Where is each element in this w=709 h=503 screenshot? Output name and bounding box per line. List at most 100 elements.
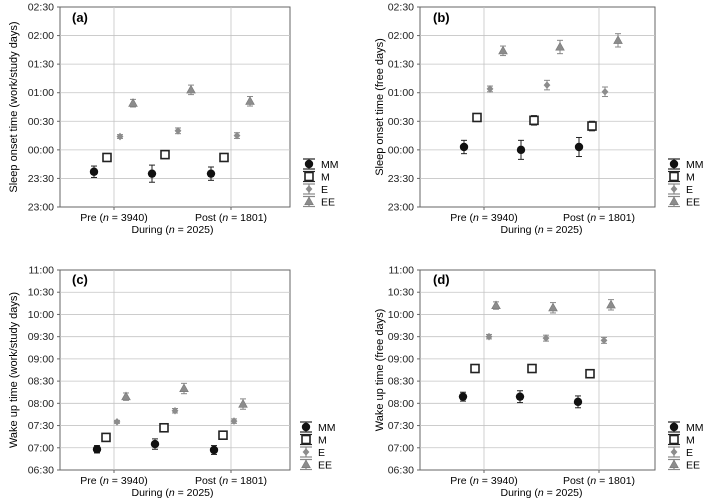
y-tick-label: 08:30 xyxy=(28,376,54,388)
x-group-label-text: Post ( xyxy=(195,475,223,487)
legend-label: MM xyxy=(686,422,704,434)
y-tick-label: 10:30 xyxy=(28,287,54,299)
y-tick-label: 00:30 xyxy=(388,116,414,128)
y-tick-label: 07:00 xyxy=(388,442,414,454)
point-mm xyxy=(669,159,679,169)
point-m xyxy=(159,422,169,433)
x-group-label-pre: Pre (n = 3940) xyxy=(450,475,517,487)
legend-label: EE xyxy=(321,197,335,209)
x-group-label-text: Post ( xyxy=(195,212,223,224)
legend-label: EE xyxy=(686,460,700,472)
point-mm xyxy=(147,169,157,178)
point-e xyxy=(485,332,493,341)
point-m xyxy=(585,368,595,379)
point-ee xyxy=(121,391,131,401)
point-e xyxy=(174,127,182,135)
point-ee xyxy=(669,196,679,205)
point-mm xyxy=(150,439,160,449)
point-ee xyxy=(669,459,679,468)
point-mm xyxy=(209,445,219,455)
point-ee xyxy=(186,84,196,94)
x-group-label-count: = 1801) xyxy=(596,475,635,487)
point-m xyxy=(470,363,480,374)
legend-label: MM xyxy=(321,159,339,171)
point-e xyxy=(542,334,550,342)
chart-panel-c: 11:00 10:30 10:00 09:30 09:00 08:30 08:00 07:30… xyxy=(8,265,336,500)
x-group-label-text: During ( xyxy=(500,224,538,236)
point-m xyxy=(102,152,112,163)
point-e xyxy=(601,87,609,96)
series-ee xyxy=(498,33,623,57)
series-mm xyxy=(458,390,583,409)
x-group-label-n: n xyxy=(103,475,109,487)
point-e xyxy=(171,406,179,415)
point-e xyxy=(116,132,124,141)
point-m xyxy=(160,149,170,160)
y-tick-label: 23:00 xyxy=(28,202,54,214)
legend-label: E xyxy=(686,184,693,196)
series-mm xyxy=(89,164,216,183)
series-m xyxy=(102,149,229,163)
point-m xyxy=(669,171,679,182)
y-tick-label: 06:30 xyxy=(388,465,414,477)
x-group-label-count: = 2025) xyxy=(544,487,583,499)
legend-label: M xyxy=(686,435,695,447)
x-group-label-n: n xyxy=(169,224,175,236)
series-m xyxy=(472,112,597,132)
x-group-label-n: n xyxy=(103,212,109,224)
legend-label: MM xyxy=(318,422,336,434)
x-group-label-text: Post ( xyxy=(563,212,591,224)
x-group-label-count: = 2025) xyxy=(544,224,583,236)
x-group-label-text: During ( xyxy=(131,224,169,236)
x-group-label-n: n xyxy=(473,212,479,224)
point-e xyxy=(670,185,678,193)
series-e xyxy=(485,332,608,345)
plot-frame xyxy=(419,6,656,208)
series-ee xyxy=(128,84,255,108)
series-mm xyxy=(92,438,219,455)
y-tick-label: 02:30 xyxy=(388,2,414,14)
y-tick-label: 09:00 xyxy=(28,353,54,365)
x-group-label-n: n xyxy=(538,487,544,499)
x-group-label-count: = 1801) xyxy=(596,212,635,224)
point-ee xyxy=(613,35,623,44)
point-mm xyxy=(304,159,314,169)
y-tick-label: 01:00 xyxy=(388,87,414,99)
point-e xyxy=(230,417,238,425)
x-group-label-post: Post (n = 1801) xyxy=(195,475,267,487)
x-group-label-during: During (n = 2025) xyxy=(131,487,213,499)
y-axis-label: Sleep onset time (work/study days) xyxy=(8,21,20,192)
series-mm xyxy=(459,136,584,160)
y-tick-label: 09:30 xyxy=(388,331,414,343)
series-e xyxy=(113,406,238,426)
x-group-label-n: n xyxy=(169,487,175,499)
point-mm xyxy=(458,392,468,401)
y-tick-label: 11:00 xyxy=(29,265,55,277)
point-m xyxy=(219,152,229,163)
y-tick-label: 09:00 xyxy=(388,353,414,365)
y-tick-label: 06:30 xyxy=(28,465,54,477)
y-tick-label: 00:00 xyxy=(28,144,54,156)
x-group-label-text: Pre ( xyxy=(80,475,103,487)
y-tick-label: 08:00 xyxy=(388,398,414,410)
legend-label: E xyxy=(321,184,328,196)
point-e xyxy=(113,418,121,426)
y-tick-label: 11:00 xyxy=(389,265,415,277)
point-m xyxy=(304,171,314,182)
series-e xyxy=(486,79,609,98)
point-mm xyxy=(459,142,469,152)
y-tick-label: 07:00 xyxy=(28,442,54,454)
x-group-label-n: n xyxy=(222,212,228,224)
point-ee xyxy=(304,196,314,205)
x-group-label-text: Pre ( xyxy=(450,475,473,487)
x-group-label-n: n xyxy=(590,475,596,487)
series-m xyxy=(470,363,595,379)
y-tick-label: 08:30 xyxy=(388,376,414,388)
point-e xyxy=(670,448,678,456)
chart-panel-b: 02:30 02:00 01:30 01:00 00:30 00:00 23:30 23:00… xyxy=(374,2,704,237)
x-group-label-text: Post ( xyxy=(563,475,591,487)
y-axis-label: Sleep onset time (free days) xyxy=(374,38,386,176)
y-tick-label: 07:30 xyxy=(28,420,54,432)
